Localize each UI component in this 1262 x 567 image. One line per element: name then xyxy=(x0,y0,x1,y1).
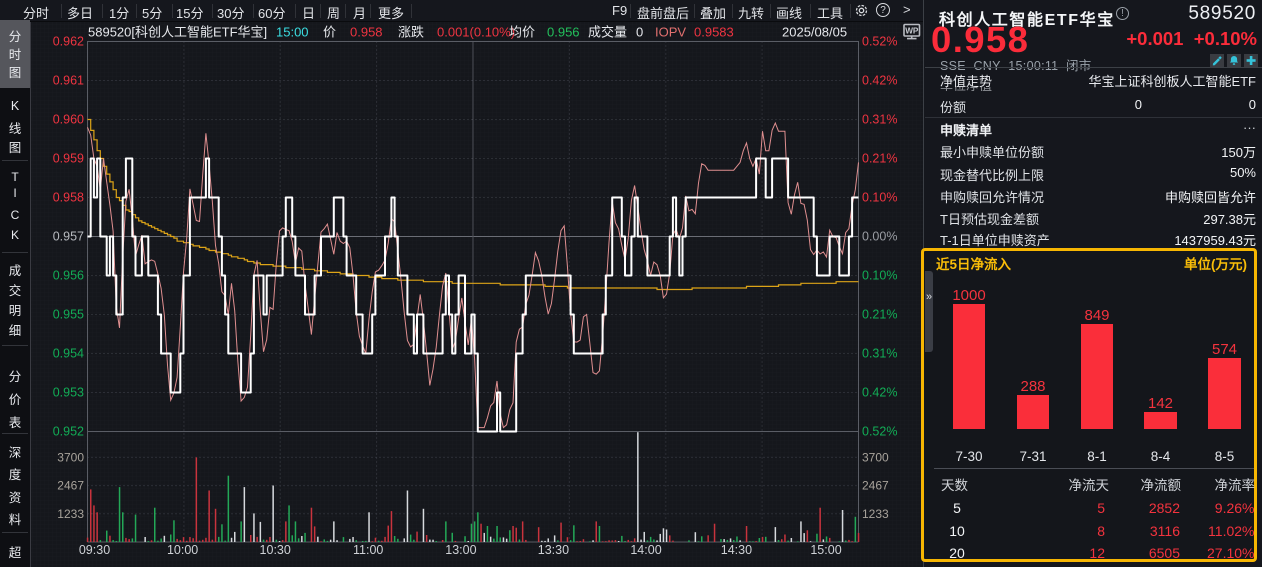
svg-text:0.962: 0.962 xyxy=(53,35,84,49)
svg-text:0.52%: 0.52% xyxy=(862,425,897,439)
svg-text:13:00: 13:00 xyxy=(445,543,476,557)
svg-text:0.955: 0.955 xyxy=(53,308,84,322)
svg-text:14:30: 14:30 xyxy=(721,543,752,557)
svg-text:IOPV: IOPV xyxy=(655,25,686,40)
svg-text:0.958: 0.958 xyxy=(53,191,84,205)
svg-text:0.954: 0.954 xyxy=(53,347,84,361)
svg-text:0.001(0.10%): 0.001(0.10%) xyxy=(437,25,515,40)
svg-text:3700: 3700 xyxy=(862,450,889,464)
svg-text:11:00: 11:00 xyxy=(353,543,383,557)
svg-text:0.21%: 0.21% xyxy=(862,152,897,166)
svg-text:0.956: 0.956 xyxy=(53,269,84,283)
svg-text:1233: 1233 xyxy=(862,507,889,521)
svg-text:3700: 3700 xyxy=(57,450,84,464)
svg-text:涨跌: 涨跌 xyxy=(398,25,424,40)
svg-text:0.958: 0.958 xyxy=(350,25,383,40)
svg-text:0.10%: 0.10% xyxy=(862,191,897,205)
svg-text:0.959: 0.959 xyxy=(53,152,84,166)
svg-text:0.956: 0.956 xyxy=(547,25,580,40)
svg-text:WP: WP xyxy=(905,27,919,36)
svg-text:589520[科创人工智能ETF华宝]: 589520[科创人工智能ETF华宝] xyxy=(88,25,267,40)
svg-text:0.00%: 0.00% xyxy=(862,230,897,244)
svg-text:14:00: 14:00 xyxy=(630,543,661,557)
svg-text:0.31%: 0.31% xyxy=(862,113,897,127)
svg-text:10:30: 10:30 xyxy=(260,543,291,557)
svg-text:15:00: 15:00 xyxy=(810,543,841,557)
svg-text:2467: 2467 xyxy=(57,479,84,493)
svg-text:0: 0 xyxy=(636,25,643,40)
svg-text:10:00: 10:00 xyxy=(167,543,198,557)
svg-text:均价: 均价 xyxy=(509,25,535,40)
svg-text:2025/08/05: 2025/08/05 xyxy=(782,25,847,40)
svg-text:13:30: 13:30 xyxy=(538,543,569,557)
svg-text:0.10%: 0.10% xyxy=(862,269,897,283)
svg-text:0.42%: 0.42% xyxy=(862,386,897,400)
svg-text:0.21%: 0.21% xyxy=(862,308,897,322)
svg-text:价: 价 xyxy=(323,25,336,40)
svg-text:0.42%: 0.42% xyxy=(862,74,897,88)
svg-text:成交量: 成交量 xyxy=(588,25,627,40)
svg-text:0.31%: 0.31% xyxy=(862,347,897,361)
svg-text:0.52%: 0.52% xyxy=(862,35,897,49)
svg-text:0.957: 0.957 xyxy=(53,230,84,244)
svg-text:15:00: 15:00 xyxy=(276,25,309,40)
svg-text:1233: 1233 xyxy=(57,507,84,521)
svg-text:2467: 2467 xyxy=(862,479,889,493)
svg-text:0.952: 0.952 xyxy=(53,425,84,439)
svg-text:0.961: 0.961 xyxy=(53,74,84,88)
svg-text:09:30: 09:30 xyxy=(79,543,110,557)
svg-text:0.960: 0.960 xyxy=(53,113,84,127)
svg-text:0.953: 0.953 xyxy=(53,386,84,400)
svg-text:0.9583: 0.9583 xyxy=(694,25,734,40)
